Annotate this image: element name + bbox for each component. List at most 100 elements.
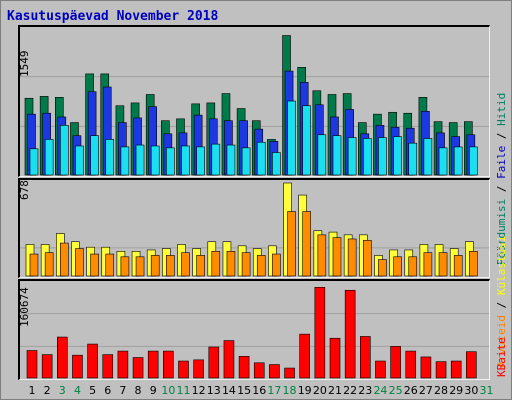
bar-pages-day-30 (469, 146, 478, 176)
bar-pages-day-10 (166, 147, 175, 176)
x-tick-label-day-31: 31 (479, 384, 494, 397)
bar-kbytes-day-5 (87, 343, 98, 379)
kbytes-panel: 160674 (18, 279, 490, 380)
bar-pages-day-14 (226, 144, 236, 176)
legend-panel3: KBaite (495, 337, 508, 377)
legend-kbytes: KBaite (495, 337, 508, 377)
bar-kbytes-day-18 (284, 367, 295, 379)
legend-files: Faile (495, 145, 508, 179)
x-tick-label-day-5: 5 (89, 384, 97, 397)
bar-sites-day-8 (135, 256, 145, 277)
bar-pages-day-5 (90, 135, 99, 176)
bar-kbytes-day-20 (314, 287, 326, 379)
bar-kbytes-day-1 (26, 350, 38, 379)
series-legend: Pöördumisi / Faile / Hitid Arvuteid / Kü… (493, 25, 511, 380)
bar-sites-day-7 (120, 256, 130, 277)
bar-pages-day-18 (287, 100, 296, 176)
x-tick-label-day-8: 8 (134, 384, 142, 397)
x-tick-label-day-16: 16 (252, 384, 267, 397)
x-tick-label-day-15: 15 (237, 384, 252, 397)
bar-pages-day-6 (105, 139, 115, 176)
kbytes-plot (20, 287, 489, 379)
bar-sites-day-1 (29, 253, 39, 277)
bar-kbytes-day-16 (253, 362, 265, 379)
bar-kbytes-day-21 (329, 337, 341, 379)
bar-sites-day-14 (226, 251, 236, 277)
bar-sites-day-4 (75, 248, 84, 277)
bar-sites-day-28 (438, 252, 448, 277)
bar-pages-day-7 (120, 146, 130, 176)
x-tick-label-day-3: 3 (58, 384, 66, 397)
bar-sites-day-6 (105, 253, 115, 277)
bar-kbytes-day-13 (208, 346, 220, 379)
x-tick-label-day-12: 12 (191, 384, 206, 397)
bar-sites-day-24 (378, 259, 387, 277)
bar-pages-day-11 (181, 145, 190, 176)
x-tick-label-day-28: 28 (434, 384, 449, 397)
bar-pages-day-12 (196, 146, 205, 176)
bar-kbytes-day-25 (390, 346, 401, 379)
bar-kbytes-day-15 (238, 356, 250, 379)
x-tick-label-day-14: 14 (221, 384, 236, 397)
panel1-ymax-label: 1549 (18, 50, 31, 78)
visits-sites-panel: 678 (18, 178, 490, 278)
bar-sites-day-22 (347, 238, 357, 277)
bar-kbytes-day-26 (405, 350, 417, 379)
bar-pages-day-15 (241, 147, 251, 176)
bar-kbytes-day-8 (132, 357, 144, 379)
legend-separator: / (495, 178, 508, 199)
x-tick-label-day-11: 11 (176, 384, 191, 397)
bar-sites-day-25 (393, 256, 402, 277)
bar-kbytes-day-3 (56, 336, 68, 379)
bar-sites-day-5 (90, 253, 99, 277)
x-tick-label-day-29: 29 (449, 384, 464, 397)
bar-pages-day-8 (135, 144, 145, 176)
x-tick-label-day-20: 20 (312, 384, 327, 397)
legend-separator: / (495, 295, 508, 316)
bar-sites-day-29 (453, 255, 463, 277)
bar-kbytes-day-23 (359, 336, 371, 379)
bar-sites-day-20 (317, 234, 327, 277)
bar-sites-day-19 (302, 211, 312, 277)
x-tick-label-day-13: 13 (206, 384, 221, 397)
x-tick-label-day-4: 4 (73, 384, 81, 397)
x-tick-label-day-9: 9 (149, 384, 157, 397)
bar-sites-day-21 (332, 237, 342, 277)
x-tick-label-day-30: 30 (464, 384, 479, 397)
bar-pages-day-16 (256, 141, 266, 176)
bar-kbytes-day-11 (178, 360, 189, 379)
bar-sites-day-27 (423, 252, 433, 277)
x-tick-label-day-26: 26 (403, 384, 418, 397)
bar-pages-day-21 (332, 135, 342, 176)
bar-pages-day-9 (150, 145, 160, 176)
panel3-ymax-label: 160674 (18, 287, 31, 327)
bar-pages-day-25 (393, 136, 402, 176)
bar-sites-day-18 (287, 211, 296, 277)
bar-kbytes-day-28 (435, 361, 447, 379)
bar-sites-day-3 (59, 242, 69, 277)
bar-pages-day-13 (211, 143, 221, 176)
bar-pages-day-4 (75, 145, 84, 176)
bar-kbytes-day-4 (72, 354, 83, 379)
x-tick-label-day-10: 10 (161, 384, 176, 397)
x-tick-label-day-21: 21 (328, 384, 342, 397)
bar-kbytes-day-9 (147, 350, 159, 379)
x-tick-label-day-22: 22 (343, 384, 358, 397)
bar-kbytes-day-7 (117, 350, 129, 379)
bar-kbytes-day-24 (375, 360, 386, 379)
panel2-ymax-label: 678 (18, 180, 31, 200)
bar-kbytes-day-22 (344, 289, 356, 379)
bar-pages-day-1 (29, 148, 39, 176)
bar-pages-day-19 (302, 105, 312, 176)
bar-kbytes-day-30 (466, 351, 477, 379)
bar-pages-day-17 (272, 152, 281, 176)
bar-sites-day-16 (256, 255, 266, 277)
legend-separator: / (495, 125, 508, 146)
hits-files-pages-plot (20, 35, 489, 176)
x-tick-label-day-2: 2 (43, 384, 51, 397)
bar-pages-day-20 (317, 134, 327, 176)
x-tick-label-day-24: 24 (373, 384, 388, 397)
bar-sites-day-26 (408, 256, 418, 277)
x-tick-label-day-7: 7 (119, 384, 127, 397)
